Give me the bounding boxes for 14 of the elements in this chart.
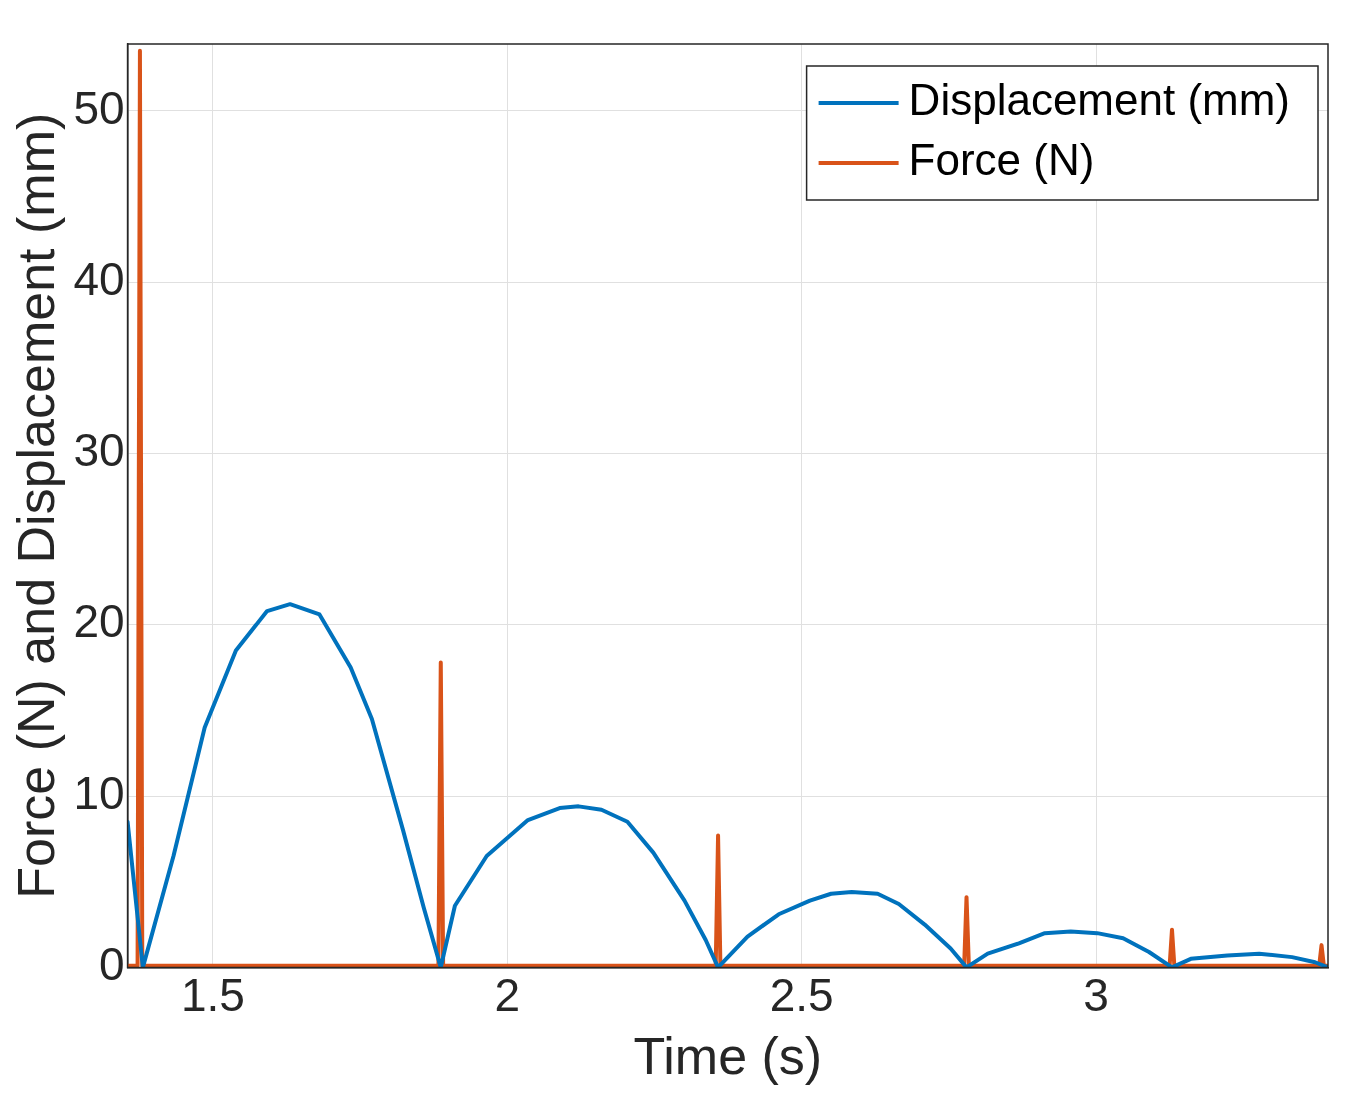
y-tick-label: 30 bbox=[73, 424, 125, 477]
x-tick-label: 2 bbox=[494, 968, 521, 1021]
y-tick-label: 0 bbox=[98, 938, 125, 991]
legend-label: Displacement (mm) bbox=[908, 75, 1290, 125]
y-tick-label: 20 bbox=[73, 595, 125, 648]
x-tick-label: 3 bbox=[1083, 968, 1109, 1021]
y-tick-label: 10 bbox=[73, 766, 125, 819]
y-tick-label: 40 bbox=[73, 252, 125, 305]
x-tick-label: 1.5 bbox=[180, 968, 245, 1021]
x-tick-label: 2.5 bbox=[769, 968, 834, 1021]
y-axis-title: Force (N) and Displacement (mm) bbox=[6, 112, 65, 899]
legend-label: Force (N) bbox=[908, 135, 1095, 185]
y-tick-label: 50 bbox=[73, 81, 125, 134]
x-axis-title: Time (s) bbox=[633, 1027, 823, 1086]
